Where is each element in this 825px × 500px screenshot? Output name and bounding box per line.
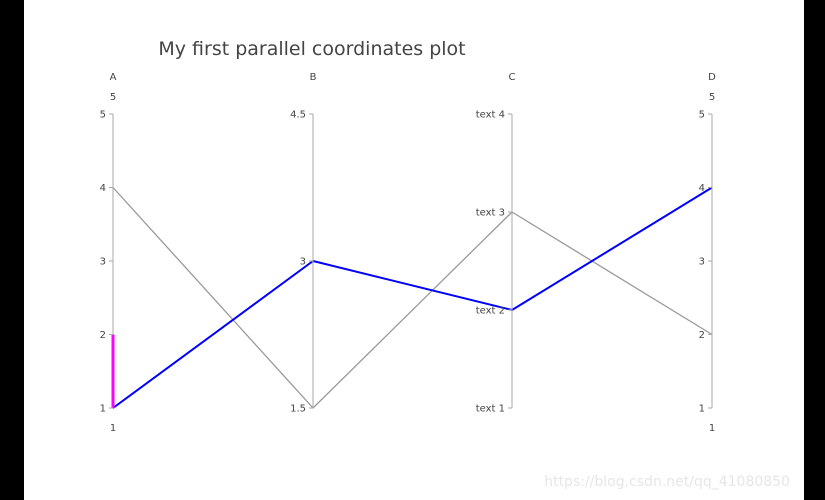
tick-label: text 3 bbox=[476, 208, 505, 219]
tick-label: 2 bbox=[100, 330, 106, 341]
tick-label: 2 bbox=[699, 330, 705, 341]
parallel-coordinates-chart: My first parallel coordinates plot 1 2 3 4 5… bbox=[100, 38, 790, 490]
tick-label: 4 bbox=[100, 183, 106, 194]
axis-d[interactable]: 1 2 3 4 5 D 5 1 bbox=[699, 72, 717, 434]
chart-title: My first parallel coordinates plot bbox=[158, 38, 465, 60]
tick-label: 3 bbox=[100, 257, 106, 268]
data-line-1[interactable] bbox=[112, 186, 713, 409]
axis-title[interactable]: B bbox=[310, 72, 317, 83]
tick-label: 4.5 bbox=[290, 110, 306, 121]
tick-label: 5 bbox=[100, 110, 106, 121]
axis-title[interactable]: C bbox=[509, 72, 516, 83]
tick-label: 1.5 bbox=[290, 404, 306, 415]
constraint-range-bar[interactable] bbox=[111, 334, 115, 409]
data-line-2[interactable] bbox=[112, 187, 713, 409]
tick-label: text 4 bbox=[476, 110, 505, 121]
range-max-label: 5 bbox=[110, 92, 116, 103]
axis-title[interactable]: A bbox=[110, 72, 117, 83]
tick-label: 3 bbox=[300, 257, 306, 268]
range-max-label: 5 bbox=[709, 92, 715, 103]
tick-label: 4 bbox=[699, 183, 705, 194]
range-min-label: 1 bbox=[709, 423, 715, 434]
tick-label: 3 bbox=[699, 257, 705, 268]
axis-a[interactable]: 1 2 3 4 5 A 5 1 bbox=[100, 72, 117, 434]
lines-layer bbox=[112, 186, 713, 409]
tick-label: 1 bbox=[100, 404, 106, 415]
axis-title[interactable]: D bbox=[708, 72, 716, 83]
tick-label: 1 bbox=[699, 404, 705, 415]
tick-label: text 1 bbox=[476, 404, 505, 415]
watermark-text: https://blog.csdn.net/qq_41080850 bbox=[544, 474, 790, 490]
tick-label: 5 bbox=[699, 110, 705, 121]
axis-c[interactable]: text 1 text 2 text 3 text 4 C bbox=[476, 72, 516, 415]
tick-label: text 2 bbox=[476, 306, 505, 317]
axis-b[interactable]: 1.5 3 4.5 B bbox=[290, 72, 316, 415]
plot-area: My first parallel coordinates plot 1 2 3 4 5… bbox=[24, 0, 804, 500]
range-min-label: 1 bbox=[110, 423, 116, 434]
